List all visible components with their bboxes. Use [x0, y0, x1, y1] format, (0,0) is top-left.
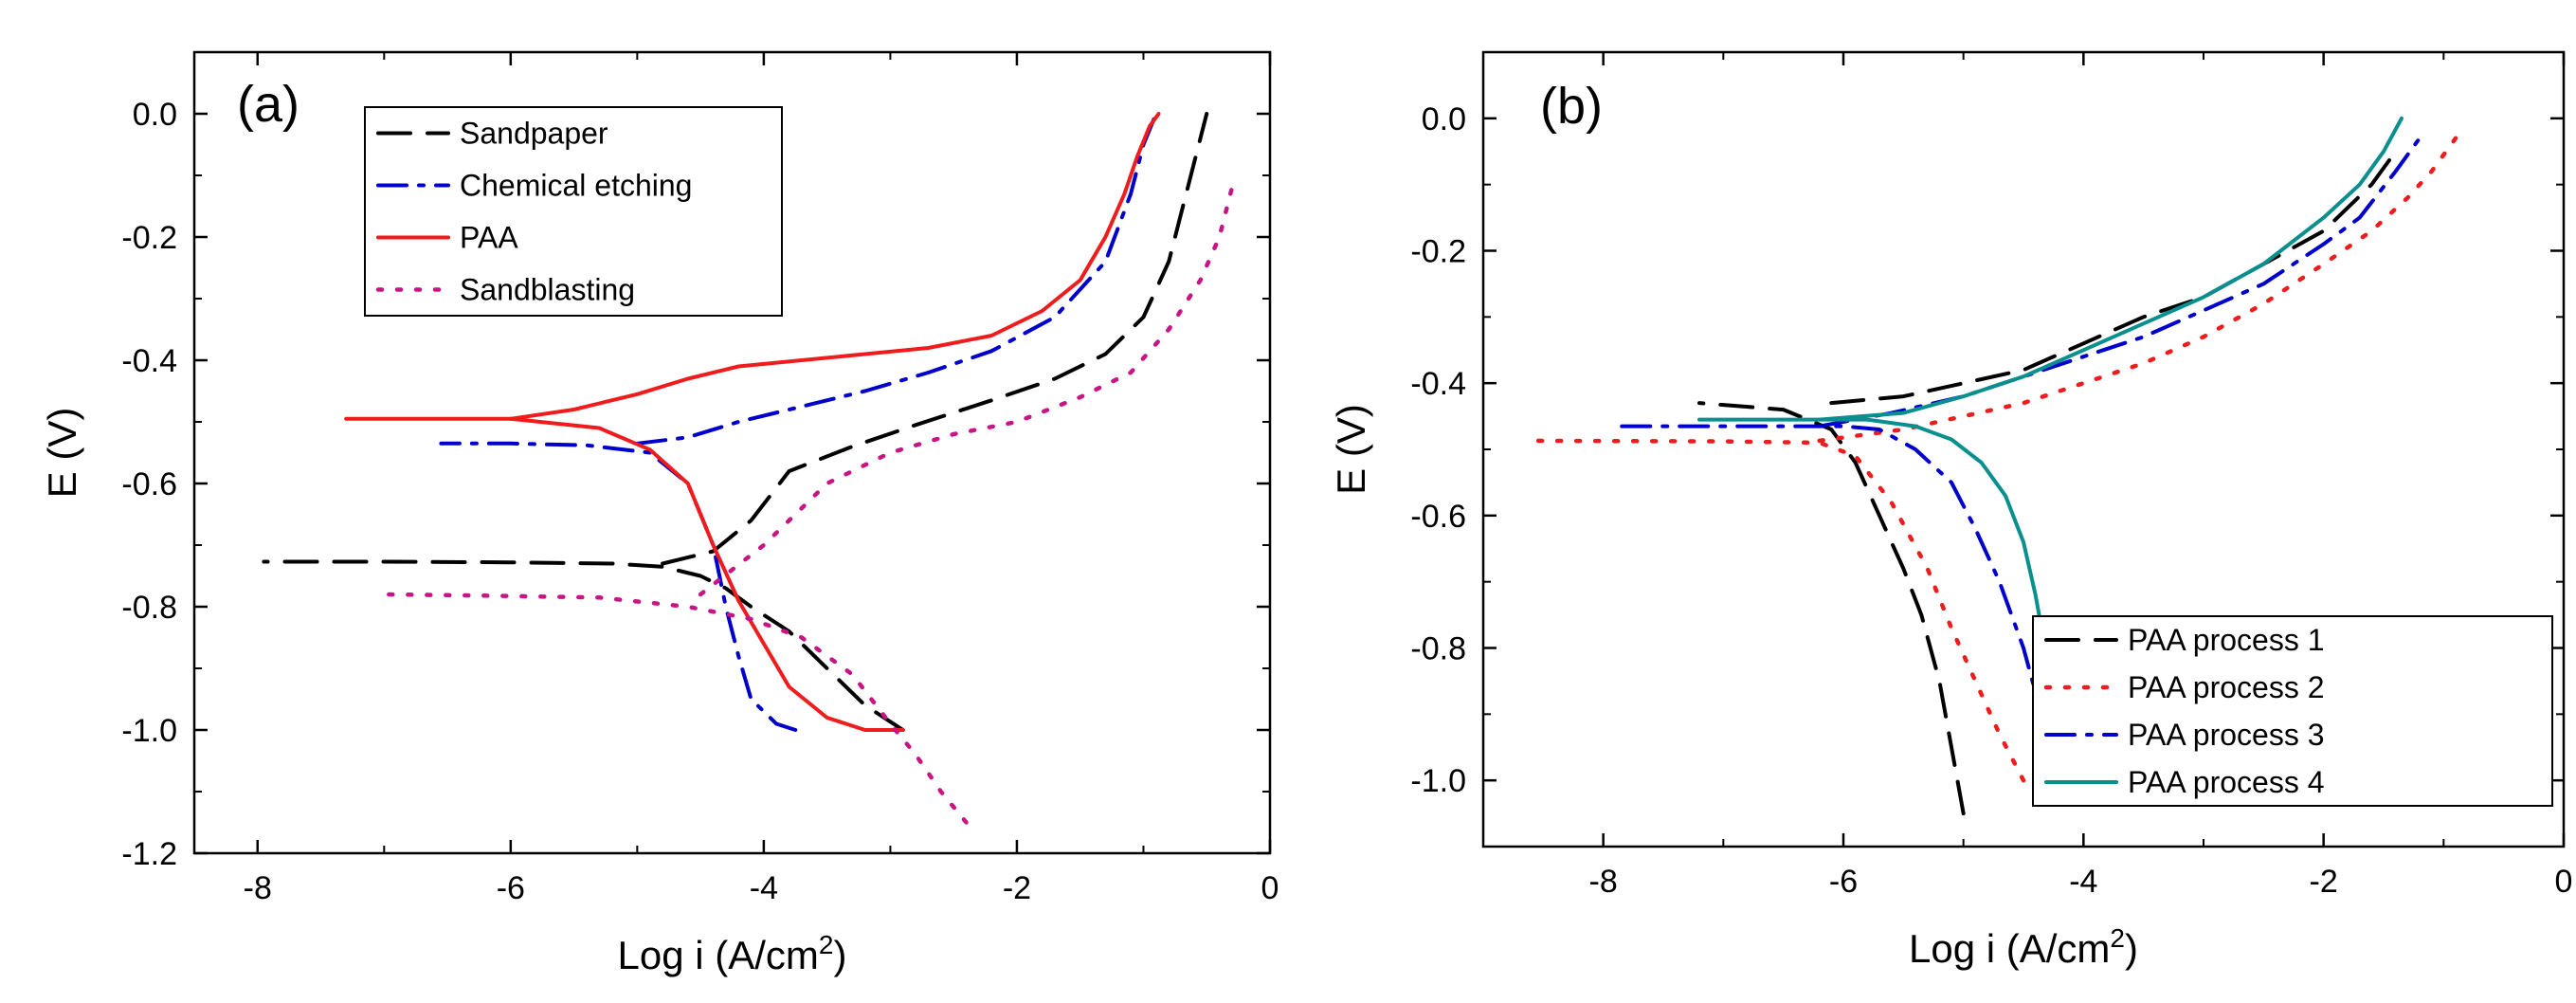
series-line-sandblasting-anodic: [698, 185, 1235, 597]
x-tick-label: -8: [1589, 864, 1618, 900]
y-tick-label: -0.2: [121, 220, 177, 256]
series-line-paa-process-1-cathodic: [1697, 401, 1966, 816]
x-tick-label: -6: [1829, 864, 1858, 900]
x-axis-label-main: Log i (A/cm: [1909, 926, 2110, 971]
series-line-sandblasting-cathodic: [382, 592, 969, 825]
legend-entry: Sandpaper: [460, 117, 608, 151]
series-line-chemical-etching-anodic: [635, 112, 1158, 446]
series-line-paa-process-2-anodic: [1817, 136, 2458, 444]
legend-entry: PAA: [460, 221, 518, 255]
chart-panel-a: -8 -6 -4 -2 0 0.0 -0.2 -0.4 -0.6 -0.8 -1.0 -1.2 Log …: [40, 50, 1279, 977]
series-line-paa-cathodic: [344, 416, 905, 732]
y-tick-label: -0.8: [1410, 631, 1466, 667]
legend-box: [2032, 615, 2553, 807]
series-line-paa-anodic: [508, 112, 1161, 421]
x-axis-label: Log i (A/cm2): [1909, 923, 2138, 971]
y-tick-label: -0.2: [1410, 234, 1466, 270]
chart-panel-b: -8 -6 -4 -2 0 0.0 -0.2 -0.4 -0.6 -0.8 -1.0 Log i (A…: [1329, 50, 2573, 971]
y-tick-label: -1.2: [121, 836, 177, 872]
x-tick-label: -2: [1003, 870, 1031, 906]
y-tick-label: -1.0: [1410, 763, 1466, 799]
x-tick-label: -4: [2069, 864, 2097, 900]
x-tick-label: -6: [497, 870, 525, 906]
series-line-chemical-etching-cathodic: [439, 441, 798, 732]
series-line-paa-process-4-anodic: [1817, 116, 2404, 422]
x-tick-label: 0: [1261, 870, 1279, 906]
series-line-paa-process-3-anodic: [1817, 136, 2422, 429]
legend-entry: PAA process 3: [2128, 718, 2325, 752]
x-axis-label-superscript: 2: [819, 930, 834, 959]
y-tick-label: -0.6: [121, 466, 177, 502]
y-tick-label: -0.6: [1410, 499, 1466, 535]
y-tick-label: -0.4: [121, 343, 177, 379]
x-tick-label: -4: [750, 870, 778, 906]
y-axis-label: E (V): [1329, 404, 1373, 495]
series-group: [1529, 116, 2458, 816]
plot-frame: [192, 50, 1272, 855]
y-tick-label: 0.0: [133, 97, 177, 133]
series-line-paa-process-1-anodic: [1829, 149, 2398, 406]
series-line-paa-process-4-cathodic: [1697, 417, 2059, 783]
y-axis-label: E (V): [40, 408, 84, 499]
series-line-paa-process-2-cathodic: [1529, 438, 2026, 783]
panel-label: (b): [1540, 78, 1603, 135]
x-tick-label: -2: [2310, 864, 2338, 900]
x-tick-label: 0: [2555, 864, 2573, 900]
x-axis-label: Log i (A/cm2): [618, 930, 847, 977]
legend-entry: PAA process 2: [2128, 670, 2325, 704]
series-line-paa-process-3-cathodic: [1613, 424, 2056, 783]
x-axis-label-tail: ): [2125, 926, 2138, 971]
y-tick-label: -0.8: [121, 590, 177, 626]
y-tick-label: -0.4: [1410, 366, 1466, 402]
x-tick-label: -8: [244, 870, 272, 906]
panel-label: (a): [237, 76, 299, 133]
series-line-sandpaper-cathodic: [262, 559, 905, 732]
legend-entry: PAA process 1: [2128, 623, 2325, 657]
legend-entry: Chemical etching: [460, 169, 692, 203]
series-line-sandpaper-anodic: [661, 112, 1209, 566]
legend-entry: Sandblasting: [460, 273, 635, 307]
y-tick-label: -1.0: [121, 713, 177, 749]
legend-box: [364, 106, 783, 317]
series-group: [262, 112, 1235, 825]
legend-entry: PAA process 4: [2128, 765, 2325, 799]
y-tick-label: 0.0: [1422, 101, 1466, 137]
x-axis-label-main: Log i (A/cm: [618, 933, 819, 977]
x-axis-label-tail: ): [833, 933, 846, 977]
x-axis-label-superscript: 2: [2110, 923, 2125, 953]
